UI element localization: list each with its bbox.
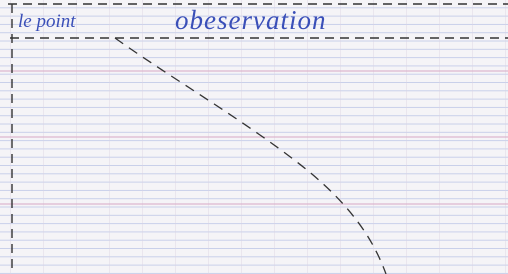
column-heading-right: obeservation	[175, 5, 326, 35]
page: {"header": {"left": "le point", "right":…	[0, 0, 508, 274]
column-heading-left: le point	[18, 11, 76, 32]
notebook-page: le point obeservation	[0, 0, 508, 274]
